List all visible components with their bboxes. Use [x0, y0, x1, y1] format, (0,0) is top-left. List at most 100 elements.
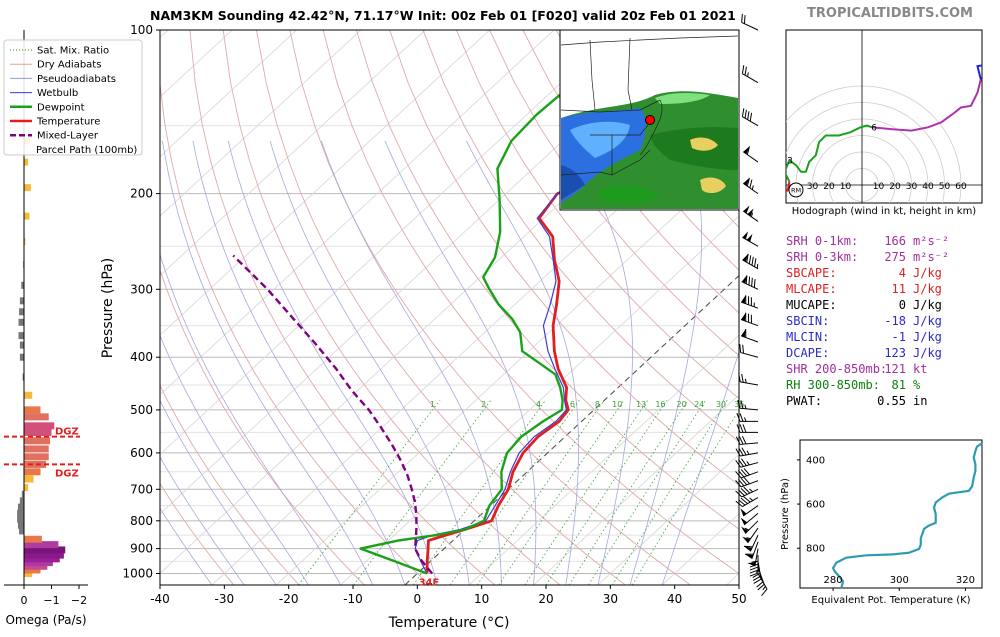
- barb-staff: [740, 471, 759, 479]
- barb-staff: [740, 301, 759, 309]
- omega-bar: [24, 422, 55, 430]
- wind-barb: [741, 13, 759, 31]
- y-tick-label: 1000: [122, 566, 153, 580]
- barb-staff: [744, 520, 759, 534]
- dgz-label: DGZ: [55, 427, 79, 438]
- dry-adiabat: [489, 30, 739, 357]
- pseudoadiabat: [160, 507, 213, 585]
- theta-e-line: [831, 442, 983, 589]
- station-marker: [645, 115, 655, 125]
- barb-staff: [747, 527, 759, 544]
- hodograph-series: LM RM 1 3 6 9: [786, 64, 982, 198]
- legend: Sat. Mix. Ratio Dry Adiabats Pseudoadiabat…: [3, 39, 143, 156]
- x-tick-label: -20: [279, 592, 299, 606]
- mixing-ratio-line: [412, 399, 546, 585]
- index-unit: J/kg: [913, 282, 942, 296]
- y-tick-label: 700: [130, 482, 153, 496]
- hodo-0-3-km: [786, 181, 791, 194]
- x-tick-label: 0: [414, 592, 422, 606]
- wind-barb: [736, 424, 758, 433]
- wind-barbs: [735, 13, 768, 596]
- index-unit: J/kg: [913, 330, 942, 344]
- barb-flag: [746, 177, 750, 187]
- wind-barb: [740, 295, 759, 309]
- omega-bar: [24, 445, 49, 453]
- omega-bar: [24, 158, 29, 166]
- dry-adiabat: [189, 30, 496, 585]
- legend-label: Dry Adiabats: [37, 60, 101, 71]
- wind-barb: [741, 520, 759, 534]
- wind-barb: [740, 328, 759, 343]
- mixing-ratio-label: 10: [612, 400, 622, 409]
- barb-half: [749, 488, 753, 493]
- mixing-ratio-label: 30: [716, 400, 726, 409]
- te-y-tick-label: 600: [806, 500, 825, 511]
- wind-barb: [735, 496, 759, 508]
- pseudoadiabat: [162, 140, 374, 585]
- omega-bar: [17, 503, 24, 511]
- barb-flag: [737, 489, 745, 496]
- barb-pennant: [743, 146, 750, 155]
- mixing-ratio-line: [632, 409, 739, 585]
- index-value: 166: [884, 234, 906, 248]
- y-tick-label: 600: [130, 446, 153, 460]
- barb-flag: [740, 478, 748, 486]
- barb-pennant: [741, 312, 746, 321]
- barb-flag: [746, 253, 749, 263]
- hodo-height-label: 6: [871, 123, 877, 133]
- map-precip: [561, 91, 738, 209]
- y-tick-label: 100: [130, 23, 153, 37]
- x-tick-label: 20: [538, 592, 553, 606]
- barb-half: [744, 404, 747, 409]
- barb-flag: [751, 256, 754, 266]
- x-tick-label: 50: [731, 592, 746, 606]
- wind-barb: [742, 253, 759, 270]
- omega-bar: [24, 238, 26, 246]
- omega-bar: [24, 406, 41, 414]
- index-value: -18: [884, 314, 906, 328]
- legend-label: Mixed-Layer: [37, 131, 99, 142]
- te-x-tick-label: 320: [956, 575, 975, 586]
- barb-half: [744, 378, 747, 384]
- wind-barb: [735, 486, 759, 498]
- index-label: PWAT:: [786, 394, 822, 408]
- barb-flag: [736, 424, 741, 433]
- mixing-ratio-line: [298, 399, 441, 585]
- wind-barb: [743, 534, 759, 552]
- barb-staff: [742, 151, 759, 163]
- barb-flag: [745, 553, 754, 555]
- wind-barb: [742, 146, 759, 163]
- mixing-ratio-label: 16: [655, 400, 665, 409]
- hodo-ring-label: 60: [955, 182, 967, 192]
- wind-barb: [735, 447, 759, 457]
- hodo-ring-label: 10: [873, 182, 885, 192]
- pseudoadiabat: [384, 140, 537, 585]
- index-unit: J/kg: [913, 346, 942, 360]
- barb-flag: [753, 578, 762, 584]
- omega-bar: [19, 527, 24, 535]
- omega-bar: [24, 546, 66, 554]
- legend-label: Sat. Mix. Ratio: [37, 46, 109, 57]
- isotherm: [160, 30, 362, 217]
- theta-e-ticks: 280 300 320 400 600 800: [797, 455, 975, 591]
- barb-staff: [742, 210, 759, 222]
- hodo-3-6-km: [786, 124, 873, 183]
- wind-barb: [738, 373, 759, 386]
- x-tick-label: 10: [474, 592, 489, 606]
- barb-flag: [744, 66, 747, 76]
- skewt-ylabel: Pressure (hPa): [100, 258, 116, 358]
- theta-e-frame: [799, 439, 983, 589]
- barb-flag: [744, 109, 747, 119]
- omega-bar: [19, 341, 24, 349]
- wind-barb: [736, 413, 758, 422]
- barb-flag: [750, 314, 752, 324]
- isotherm: [160, 30, 297, 158]
- barb-flag: [740, 469, 748, 477]
- wind-barb: [740, 505, 759, 517]
- omega-bar: [24, 184, 31, 192]
- site-brand[interactable]: TROPICALTIDBITS.COM: [807, 6, 973, 21]
- y-tick-label: 500: [130, 403, 153, 417]
- wind-barb: [742, 177, 759, 195]
- barb-flag: [745, 312, 747, 322]
- skewt-frame: [159, 29, 740, 586]
